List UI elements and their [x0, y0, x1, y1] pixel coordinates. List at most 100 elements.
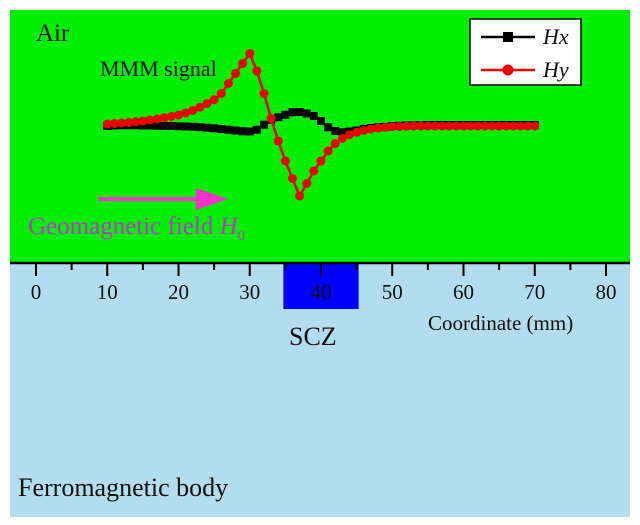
series-hx-point — [274, 113, 283, 122]
series-hx-point — [217, 125, 226, 133]
series-hy-point — [145, 115, 155, 125]
axis-minor-ticks — [70, 263, 572, 270]
series-hx-point — [224, 125, 233, 134]
series-hx-point — [245, 127, 254, 136]
legend: Hx Hy — [469, 18, 582, 86]
series-hy-point — [231, 69, 240, 78]
series-hy-point — [494, 121, 504, 131]
series-hy-point — [437, 121, 447, 131]
series-hx-point — [167, 122, 176, 130]
legend-marker — [503, 32, 513, 42]
series-hx-point — [309, 112, 318, 120]
series-hy-point — [359, 126, 369, 135]
axis-major-ticks — [35, 263, 607, 276]
series-hx-point — [288, 108, 297, 117]
series-hy-point — [516, 121, 525, 131]
series-hy-point — [309, 166, 319, 176]
series-hy-point — [459, 121, 468, 131]
axis-tick-label: 40 — [311, 280, 332, 304]
series-hy-point — [295, 191, 305, 201]
ferromagnetic-body-label: Ferromagnetic body — [18, 473, 229, 502]
axis-tick-label: 0 — [31, 280, 42, 304]
series-hy-point — [501, 121, 511, 131]
axis-tick-label: 60 — [453, 280, 474, 304]
geomagnetic-field-subscript: 0 — [237, 228, 246, 244]
series-hy-point — [473, 121, 483, 131]
series-hx-point — [260, 120, 268, 129]
series-hy-point — [138, 116, 148, 126]
chart-series — [102, 49, 540, 201]
series-hx-point — [295, 108, 304, 116]
series-hy-point — [245, 49, 255, 58]
series-hy-point — [323, 146, 333, 156]
series-hx-point — [252, 125, 261, 134]
geomagnetic-field-label: Geomagnetic field H0 — [28, 213, 245, 245]
series-hy-point — [316, 156, 326, 166]
series-hy-point — [416, 121, 426, 131]
series-hy-point — [202, 99, 212, 108]
series-hy-point — [508, 121, 518, 131]
series-hy-point — [223, 79, 233, 88]
series-hy-point — [394, 122, 404, 131]
series-hx-point — [331, 127, 340, 135]
legend-entry-hy: Hy — [481, 57, 569, 82]
series-hy-point — [252, 66, 262, 76]
legend-box — [469, 18, 582, 86]
series-hy-point — [409, 121, 419, 131]
series-hx-point — [195, 123, 204, 132]
series-hy-point — [487, 121, 497, 131]
axis-tick-label: 20 — [168, 280, 189, 304]
legend-entry-hx: Hx — [481, 24, 569, 49]
series-hx-point — [238, 127, 247, 136]
series-hx-point — [181, 122, 190, 131]
series-hy-point — [102, 119, 112, 129]
series-hy-point — [530, 121, 540, 131]
series-hx-point — [338, 128, 347, 137]
series-hx-point — [203, 123, 211, 132]
series-hy-point — [373, 123, 383, 133]
geomagnetic-field-symbol: H — [219, 213, 238, 240]
series-hx-point — [146, 121, 154, 130]
series-hy-point — [366, 124, 376, 134]
legend-label: Hx — [542, 24, 569, 49]
series-hy-point — [117, 118, 126, 128]
mmm-signal-label: MMM signal — [100, 56, 217, 81]
series-hy — [102, 49, 540, 201]
series-hy-point — [188, 106, 198, 115]
axis-tick-label: 30 — [239, 280, 260, 304]
series-hy-point — [423, 121, 433, 131]
series-hy-point — [273, 136, 283, 146]
field-arrow — [98, 188, 228, 210]
axis-tick-label: 50 — [382, 280, 403, 304]
series-hy-point — [523, 121, 533, 131]
series-hy-point — [109, 119, 119, 128]
series-hy-point — [209, 95, 219, 105]
axis-tick-label: 70 — [524, 280, 545, 304]
series-hx-point — [210, 124, 219, 133]
series-hx-point — [188, 122, 197, 131]
axis-title: Coordinate (mm) — [428, 311, 574, 335]
series-hy-point — [444, 121, 454, 131]
axis-tick-label: 80 — [596, 280, 617, 304]
series-hy-point — [280, 156, 290, 166]
series-hy-point — [238, 59, 248, 68]
series-hy-point — [302, 179, 312, 188]
series-hy-point — [402, 121, 411, 131]
series-hy-point — [159, 113, 169, 123]
series-hy-point — [387, 122, 397, 132]
series-hy-point — [259, 89, 269, 98]
series-hy-point — [380, 122, 390, 132]
series-hy-point — [337, 134, 347, 143]
scz-label: SCZ — [289, 322, 337, 351]
legend-label: Hy — [542, 57, 569, 82]
geomagnetic-field-text: Geomagnetic field — [28, 213, 220, 240]
series-hx-point — [153, 121, 162, 130]
series-hx-point — [324, 123, 333, 132]
series-hy-point — [131, 117, 141, 127]
series-hx-point — [302, 109, 311, 118]
series-hy-point — [430, 121, 440, 131]
field-arrow-head — [196, 188, 228, 210]
series-hx-point — [281, 110, 290, 119]
series-hx-point — [231, 126, 240, 135]
